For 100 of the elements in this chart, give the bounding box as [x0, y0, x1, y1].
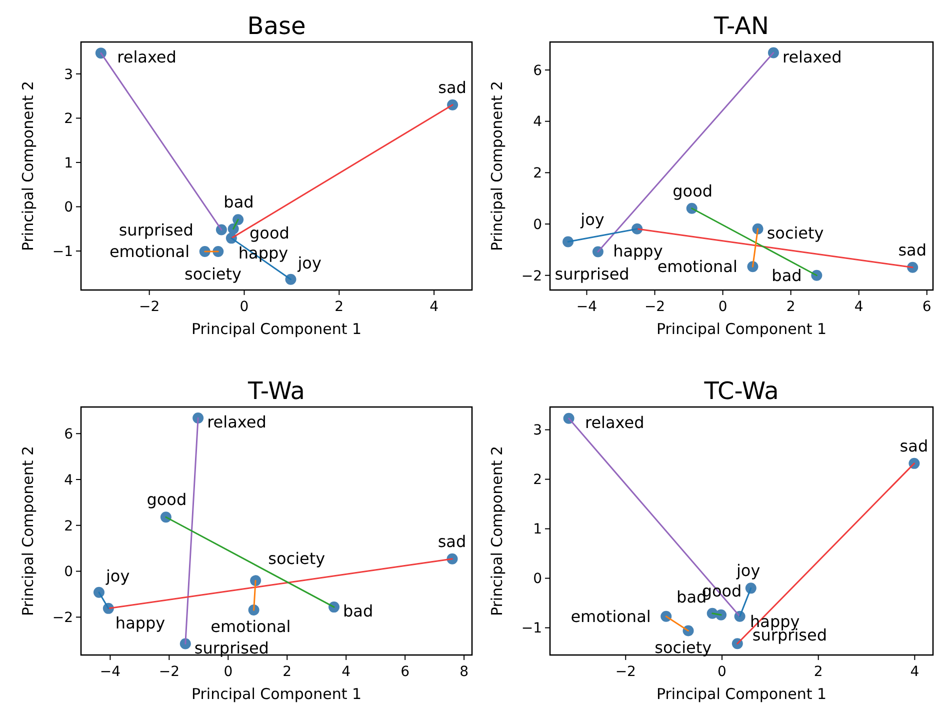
annotation: society: [654, 638, 712, 657]
annotation: good: [146, 490, 187, 510]
annotation: emotional: [210, 617, 291, 636]
y-tick-label: 4: [533, 114, 542, 130]
chart-title: T-AN: [713, 12, 769, 40]
annotation: joy: [735, 561, 760, 580]
annotation: bad: [224, 192, 254, 212]
annotation: society: [766, 224, 824, 242]
point: [250, 575, 262, 586]
point: [660, 610, 672, 622]
annotation: emotional: [570, 606, 651, 626]
x-tick-label: 4: [854, 299, 864, 315]
annotation: sad: [438, 532, 466, 551]
x-tick-label: 4: [342, 664, 351, 680]
annotation: relaxed: [584, 412, 644, 432]
annotation: bad: [343, 602, 374, 621]
x-axis-title: Principal Component 1: [191, 685, 362, 703]
annotation: emotional: [109, 242, 190, 262]
y-tick-label: 1: [64, 155, 73, 172]
y-axis-title: Principal Component 2: [488, 446, 506, 616]
annotation: good: [250, 223, 290, 242]
y-tick-label: 6: [533, 62, 542, 79]
annotation: good: [672, 181, 713, 200]
chart-title: T-Wa: [246, 377, 306, 405]
y-tick-label: 3: [533, 422, 542, 439]
y-tick-label: −1: [52, 244, 73, 260]
point: [328, 602, 340, 613]
point: [563, 412, 574, 424]
annotation: surprised: [554, 264, 630, 284]
annotation: society: [268, 549, 326, 568]
annotation: sad: [898, 240, 926, 260]
x-tick-label: 2: [334, 299, 344, 315]
point: [562, 236, 574, 248]
annotation: sad: [438, 78, 466, 97]
annotation: surprised: [118, 220, 194, 240]
y-tick-label: 1: [533, 522, 542, 538]
x-tick-label: 8: [460, 664, 468, 680]
y-axis-title: Principal Component 2: [488, 80, 506, 252]
annotation: relaxed: [782, 47, 842, 66]
y-tick-label: −2: [521, 268, 542, 284]
point: [192, 412, 204, 424]
y-tick-label: 2: [64, 111, 73, 128]
y-tick-label: −1: [521, 620, 542, 637]
x-tick-label: 0: [224, 664, 233, 680]
y-tick-label: 0: [64, 564, 73, 580]
annotation: joy: [104, 566, 130, 586]
x-tick-label: −4: [100, 664, 121, 680]
point: [686, 202, 698, 214]
x-tick-label: 0: [240, 299, 249, 315]
annotation: surprised: [194, 638, 269, 658]
annotation: joy: [296, 253, 322, 272]
point: [95, 48, 106, 59]
x-tick-label: 2: [282, 664, 292, 680]
y-tick-label: 4: [64, 472, 74, 488]
point: [768, 47, 779, 58]
y-tick-label: 2: [533, 472, 542, 488]
point: [716, 609, 727, 620]
x-tick-label: 0: [718, 664, 726, 680]
x-tick-label: 2: [814, 664, 823, 680]
annotation: society: [184, 264, 242, 284]
y-tick-label: 2: [64, 518, 73, 534]
x-axis-title: Principal Component 1: [191, 320, 362, 338]
x-tick-label: 0: [718, 299, 728, 315]
y-tick-label: 0: [533, 216, 542, 233]
x-tick-label: −2: [615, 664, 636, 680]
x-tick-label: 4: [430, 299, 439, 315]
point: [747, 261, 758, 272]
annotation: happy: [115, 614, 166, 633]
chart-title: Base: [247, 12, 306, 40]
x-axis-title: Principal Component 1: [656, 685, 827, 703]
x-tick-label: −2: [158, 664, 180, 680]
point: [285, 274, 296, 285]
annotation: joy: [580, 210, 604, 230]
annotation: bad: [772, 266, 802, 285]
point: [180, 638, 191, 650]
point: [446, 553, 458, 564]
y-tick-label: 6: [64, 426, 74, 443]
point: [752, 223, 764, 234]
point: [447, 99, 458, 110]
point: [745, 582, 756, 594]
y-tick-label: 0: [533, 571, 542, 588]
y-tick-label: 2: [533, 166, 542, 182]
x-tick-label: −2: [644, 299, 666, 315]
y-axis-title: Principal Component 2: [19, 80, 37, 252]
x-tick-label: −2: [139, 299, 160, 315]
chart-title: TC-Wa: [703, 377, 779, 405]
point: [811, 270, 822, 281]
x-tick-label: 2: [786, 299, 796, 315]
y-tick-label: 0: [64, 200, 73, 216]
point: [908, 458, 920, 469]
x-tick-label: 6: [922, 299, 932, 315]
point: [907, 262, 918, 273]
y-tick-label: 3: [64, 66, 73, 83]
annotation: relaxed: [117, 48, 176, 67]
y-tick-label: −2: [52, 610, 73, 626]
annotation: sad: [900, 436, 928, 456]
x-tick-label: 6: [400, 664, 410, 680]
annotation: relaxed: [207, 412, 266, 432]
point: [160, 512, 172, 523]
x-tick-label: 4: [910, 664, 920, 680]
